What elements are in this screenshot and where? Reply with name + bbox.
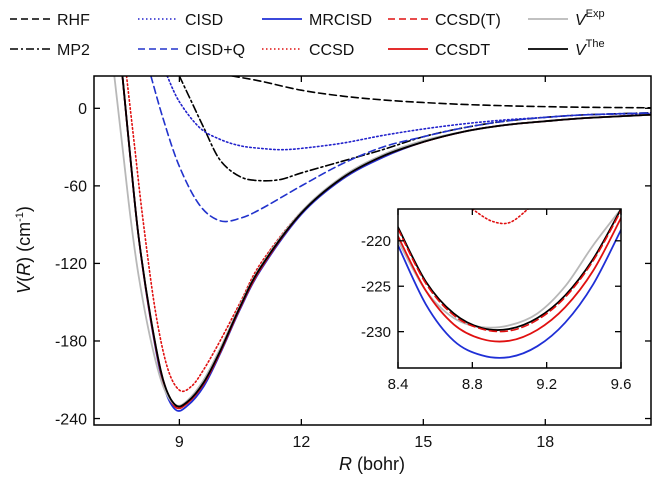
- main-y-tick-label: -120: [55, 256, 87, 273]
- main-plot-series: [113, 76, 651, 412]
- legend-label: RHF: [57, 12, 90, 29]
- inset-x-tick-label: 8.8: [462, 376, 483, 393]
- main-x-tick-label: 18: [536, 434, 554, 451]
- legend-item-v-exp: VExp: [528, 8, 605, 29]
- main-series-cisd-q: [150, 76, 651, 223]
- main-series-rhf: [231, 76, 651, 109]
- legend-label: VExp: [575, 8, 605, 29]
- legend-item-ccsd: CCSD: [262, 42, 354, 59]
- main-plot-axes: 9 12 15 18 0 -60 -120 -180 -240: [55, 76, 651, 451]
- inset-y-tick-label: -230: [361, 324, 391, 341]
- main-y-tick-label: -240: [55, 411, 87, 428]
- legend-item-mrcisd: MRCISD: [262, 12, 372, 29]
- legend-label: CISD+Q: [185, 42, 245, 59]
- y-axis-label: V(R) (cm-1): [14, 206, 34, 294]
- inset-series-v-exp: [398, 209, 621, 329]
- inset-plot-frame: [397, 208, 622, 369]
- main-series-v-the: [121, 76, 651, 408]
- inset-y-tick-label: -220: [361, 233, 391, 250]
- legend-label: VThe: [575, 38, 605, 59]
- main-y-tick-label: -180: [55, 334, 87, 351]
- main-series-mp2: [178, 76, 651, 182]
- inset-plot-series: [398, 209, 621, 359]
- main-x-tick-label: 15: [414, 434, 432, 451]
- inset-series-v-the: [398, 209, 621, 331]
- inset-series-mrcisd: [398, 229, 621, 359]
- legend-label: CCSD(T): [435, 12, 501, 29]
- legend-item-cisd: CISD: [138, 12, 223, 29]
- inset-y-tick-label: -225: [361, 279, 391, 296]
- legend-item-ccsdt: CCSDT: [388, 42, 490, 59]
- inset-x-tick-label: 8.4: [388, 376, 409, 393]
- main-y-tick-label: 0: [78, 101, 87, 118]
- inset-series-ccsd: [471, 209, 529, 225]
- inset-series-ccsdt: [398, 217, 621, 343]
- inset-plot-axes: 8.4 8.8 9.2 9.6 -220 -225 -230: [361, 209, 631, 393]
- x-axis-label: R (bohr): [339, 454, 405, 474]
- legend-label: CISD: [185, 12, 223, 29]
- legend-label: MP2: [57, 42, 90, 59]
- legend-item-v-the: VThe: [528, 38, 605, 59]
- legend-label: CCSDT: [435, 42, 490, 59]
- inset-series-ccsd-t: [398, 210, 621, 333]
- inset-x-tick-label: 9.6: [611, 376, 632, 393]
- main-plot-frame: [93, 75, 652, 426]
- legend-label: CCSD: [309, 42, 354, 59]
- main-series-cisd: [166, 76, 651, 151]
- main-x-tick-label: 12: [292, 434, 310, 451]
- legend-label: MRCISD: [309, 12, 372, 29]
- legend-item-cisd-q: CISD+Q: [138, 42, 245, 59]
- legend-item-mp2: MP2: [10, 42, 90, 59]
- legend-item-rhf: RHF: [10, 12, 90, 29]
- legend-item-ccsd-t: CCSD(T): [388, 12, 501, 29]
- main-y-tick-label: -60: [64, 179, 87, 196]
- legend: RHF MP2 CISD CISD+Q MRCISD CCSD CCSD(T) CCSDT VE…: [10, 8, 605, 59]
- main-x-tick-label: 9: [175, 434, 184, 451]
- inset-x-tick-label: 9.2: [536, 376, 557, 393]
